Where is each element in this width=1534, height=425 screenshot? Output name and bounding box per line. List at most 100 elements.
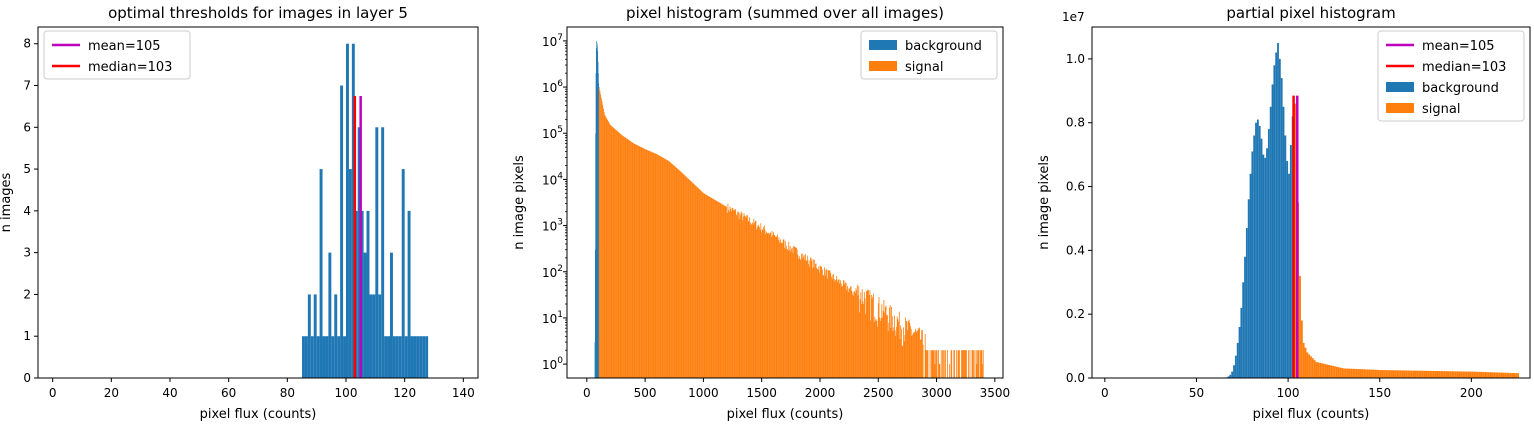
y-axis-label: n image pixels	[1037, 155, 1052, 250]
histogram-bar	[1431, 370, 1433, 378]
histogram-bar	[774, 235, 776, 378]
histogram-bar	[817, 269, 819, 378]
histogram-bar	[912, 334, 913, 378]
histogram-bar	[1273, 65, 1276, 379]
x-tick-label: 0	[1101, 386, 1109, 400]
histogram-bar	[847, 292, 849, 378]
histogram-bar	[853, 295, 855, 378]
histogram-bar	[933, 350, 935, 378]
y-axis-label: n image pixels	[512, 155, 527, 250]
histogram-bar	[1267, 129, 1270, 378]
histogram-bar	[413, 336, 417, 378]
histogram-bar	[1418, 370, 1421, 378]
axes-frame	[566, 26, 1004, 379]
x-tick-label: 0	[49, 386, 57, 400]
histogram-bar	[789, 249, 790, 378]
histogram-bar	[597, 61, 599, 378]
histogram-bar	[642, 148, 644, 378]
histogram-bar	[883, 299, 885, 378]
histogram-bar	[1319, 362, 1322, 378]
histogram-bar	[832, 274, 834, 378]
histogram-bar	[861, 304, 862, 378]
histogram-bar	[822, 275, 824, 378]
series-signal	[1293, 103, 1520, 378]
histogram-bar	[714, 200, 716, 378]
histogram-bar	[874, 316, 876, 378]
histogram-bar	[607, 121, 609, 378]
histogram-bar	[841, 286, 843, 378]
histogram-bar	[898, 311, 900, 378]
histogram-bar	[966, 350, 967, 378]
histogram-bar	[647, 150, 649, 378]
histogram-bar	[865, 313, 867, 378]
histogram-bar	[1322, 363, 1325, 378]
histogram-bar	[310, 336, 314, 378]
legend-label: background	[905, 39, 982, 54]
histogram-bar	[715, 200, 717, 378]
histogram-bar	[1352, 368, 1355, 378]
legend-box	[43, 30, 191, 80]
histogram-bar	[868, 290, 869, 378]
histogram-bar	[854, 292, 856, 378]
histogram-bar	[741, 212, 743, 378]
histogram-bar	[1486, 372, 1488, 378]
histogram-bar	[1313, 360, 1316, 378]
histogram-bar	[759, 226, 760, 378]
histogram-bar	[877, 303, 879, 378]
histogram-bar	[694, 185, 696, 378]
histogram-bar	[896, 326, 897, 378]
histogram-bar	[819, 265, 821, 378]
histogram-bar	[665, 159, 667, 378]
histogram-bar	[1286, 161, 1289, 378]
chart-title: pixel histogram (summed over all images)	[626, 4, 944, 22]
histogram-bar	[740, 215, 741, 378]
histogram-bar	[743, 213, 745, 378]
histogram-bar	[845, 282, 846, 378]
histogram-bar	[313, 294, 317, 378]
legend-label: signal	[1422, 102, 1460, 117]
y-tick-label: 107	[542, 33, 563, 49]
histogram-bar	[872, 296, 874, 378]
histogram-bar	[343, 336, 346, 378]
axes-frame	[37, 26, 479, 379]
histogram-bar	[661, 157, 663, 378]
histogram-bar	[891, 316, 893, 378]
histogram-bar	[610, 124, 611, 378]
histogram-bar	[658, 155, 660, 378]
series-background	[1225, 42, 1294, 379]
histogram-bar	[742, 216, 744, 378]
histogram-bar	[808, 260, 810, 378]
histogram-bar	[895, 335, 897, 378]
histogram-bar	[1517, 373, 1520, 378]
histogram-bar	[900, 325, 902, 378]
histogram-bar	[729, 206, 731, 378]
histogram-bar	[1489, 372, 1492, 378]
histogram-bar	[683, 174, 685, 378]
y-tick-exponent: 7	[557, 33, 563, 43]
y-tick-exponent: 6	[557, 79, 563, 89]
histogram-bar	[756, 227, 758, 378]
histogram-bar	[953, 350, 955, 378]
histogram-bar	[1458, 371, 1461, 378]
histogram-bar	[833, 279, 835, 378]
histogram-bar	[1238, 326, 1241, 378]
y-tick-label: 7	[23, 79, 31, 93]
legend-swatch-patch	[869, 40, 897, 50]
histogram-bar	[693, 183, 695, 378]
histogram-bar	[731, 207, 733, 378]
histogram-bar	[419, 336, 423, 378]
histogram-bar	[1465, 371, 1468, 378]
histogram-bar	[725, 206, 727, 378]
histogram-bar	[1227, 376, 1230, 378]
histogram-bar	[859, 312, 860, 378]
histogram-bar	[721, 203, 723, 378]
histogram-bar	[812, 268, 813, 378]
y-tick-base: 10	[542, 173, 557, 187]
histogram-bar	[607, 119, 609, 378]
histogram-bar	[893, 327, 895, 378]
histogram-bar	[637, 145, 639, 378]
histogram-bar	[780, 242, 782, 378]
histogram-bar	[381, 127, 385, 379]
histogram-bar	[1484, 372, 1487, 378]
histogram-bar	[764, 229, 766, 378]
